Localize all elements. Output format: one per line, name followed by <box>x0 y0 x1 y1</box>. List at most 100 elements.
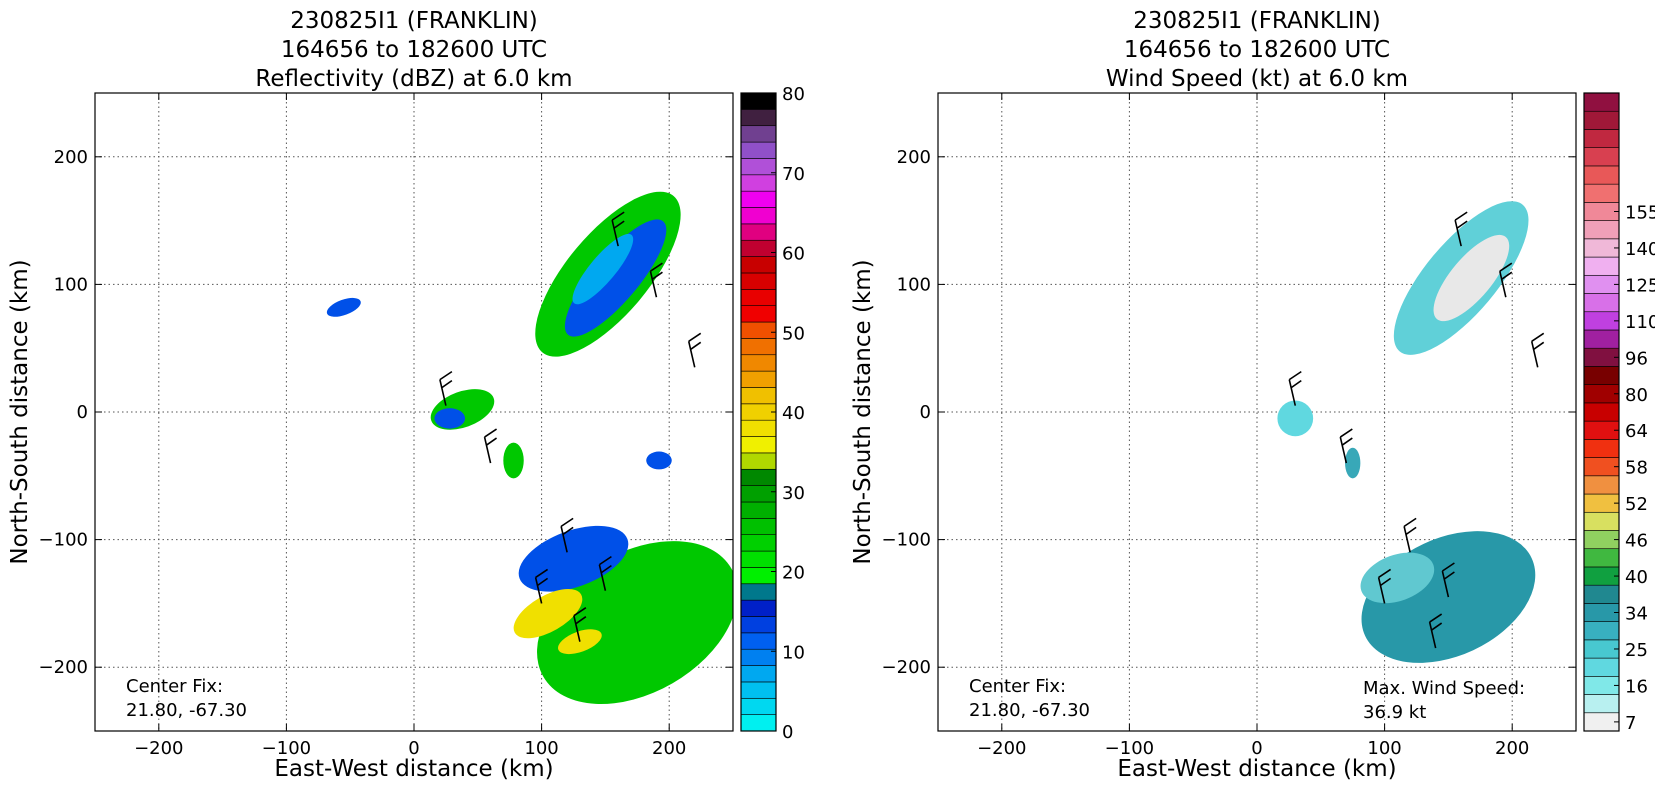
reflectivity-y-tick-label: 0 <box>77 402 88 423</box>
reflectivity-colorbar-tick-label: 0 <box>782 722 793 743</box>
wind-wind-barb-flag <box>1533 341 1545 350</box>
reflectivity-wind-barb-flag <box>439 370 453 381</box>
reflectivity-x-tick-label: 100 <box>524 738 558 759</box>
reflectivity-x-axis-label: East-West distance (km) <box>274 756 553 782</box>
wind-y-tick-label: −200 <box>882 657 931 678</box>
wind-colorbar-tick-label: 80 <box>1625 385 1648 406</box>
wind-colorbar-tick-label: 25 <box>1625 640 1648 661</box>
wind-colorbar-segment <box>1583 256 1620 276</box>
wind-colorbar: 7 16 25 34 40 46 52 58 64 80 96 110 125 140 155 <box>1583 92 1655 734</box>
reflectivity-wind-barb-flag <box>575 616 587 625</box>
wind-colorbar-segment <box>1583 220 1620 240</box>
reflectivity-colorbar-segment <box>740 714 777 732</box>
wind-wind-barb-flag <box>1456 220 1468 229</box>
reflectivity-colorbar: 0 10 20 30 40 50 60 70 80 <box>740 84 805 743</box>
wind-colorbar-segment <box>1583 530 1620 550</box>
reflectivity-colorbar-segment <box>740 518 777 535</box>
reflectivity-colorbar-segment <box>740 468 777 486</box>
reflectivity-x-tick-label: 0 <box>408 738 419 759</box>
reflectivity-colorbar-segment <box>740 534 777 552</box>
reflectivity-colorbar-segment <box>740 681 777 699</box>
wind-title-line-2: 164656 to 182600 UTC <box>1124 37 1390 63</box>
wind-colorbar-segment <box>1583 129 1620 148</box>
reflectivity-wind-barb-flag <box>441 379 453 389</box>
wind-x-tick-label: 100 <box>1367 738 1401 759</box>
wind-colorbar-segment <box>1583 566 1620 586</box>
reflectivity-echo-region <box>518 525 629 592</box>
wind-wind-barb-staff <box>1499 270 1507 298</box>
wind-colorbar-segment <box>1583 676 1620 695</box>
wind-wind-barb-flag <box>1454 211 1468 221</box>
reflectivity-x-ticks: −200 −100 0 100 200 <box>134 93 686 759</box>
wind-colorbar-tick-label: 52 <box>1625 494 1648 515</box>
wind-colorbar-segment <box>1583 238 1620 258</box>
reflectivity-wind-barb-staff <box>573 615 581 642</box>
wind-wind-barb-flag <box>1405 526 1417 536</box>
reflectivity-echo-region <box>564 219 667 337</box>
reflectivity-wind-barb-flag <box>486 437 498 446</box>
wind-colorbar-tick-label: 155 <box>1625 202 1655 223</box>
wind-wind-barb-flag <box>1499 262 1513 272</box>
reflectivity-colorbar-segment <box>740 174 777 192</box>
reflectivity-y-ticks: −200 −100 0 100 200 <box>39 147 733 678</box>
reflectivity-center-fix-value: 21.80, -67.30 <box>126 700 247 721</box>
reflectivity-wind-barb-staff <box>649 270 658 298</box>
wind-colorbar-segment <box>1583 366 1620 385</box>
reflectivity-colorbar-segment <box>740 501 777 519</box>
reflectivity-colorbar-segment <box>740 616 777 634</box>
reflectivity-title-line-3: Reflectivity (dBZ) at 6.0 km <box>255 66 572 92</box>
reflectivity-x-tick-label: 200 <box>652 738 686 759</box>
wind-title-line-1: 230825I1 (FRANKLIN) <box>1133 8 1381 34</box>
reflectivity-colorbar-segment <box>740 338 777 356</box>
wind-wind-barb-staff <box>1441 570 1450 598</box>
reflectivity-colorbar-segment <box>740 419 777 437</box>
reflectivity-colorbar-segment <box>740 354 777 372</box>
reflectivity-colorbar-segment <box>740 632 777 650</box>
reflectivity-title-line-2: 164656 to 182600 UTC <box>281 37 547 63</box>
wind-colorbar-tick-label: 40 <box>1625 567 1648 588</box>
reflectivity-colorbar-tick-label: 50 <box>782 323 805 344</box>
wind-colorbar-segment <box>1583 311 1620 331</box>
reflectivity-y-tick-label: −200 <box>39 657 88 678</box>
reflectivity-wind-barb-flag <box>611 211 625 221</box>
reflectivity-wind-barb-staff <box>598 564 607 591</box>
reflectivity-x-tick-label: −200 <box>134 738 183 759</box>
reflectivity-wind-barb-staff <box>534 577 543 604</box>
wind-colorbar-segment <box>1583 475 1620 495</box>
reflectivity-wind-barb-flag <box>613 220 625 229</box>
wind-wind-barb-staff <box>1530 341 1539 368</box>
reflectivity-echo-region <box>646 451 672 470</box>
wind-wind-barb-staff <box>1288 379 1297 406</box>
reflectivity-colorbar-tick-label: 30 <box>782 483 805 504</box>
reflectivity-colorbar-segment <box>740 697 777 715</box>
reflectivity-colorbar-segment <box>740 272 777 290</box>
wind-x-ticks: −200 −100 0 100 200 <box>977 93 1529 759</box>
wind-wind-barb-flag <box>1288 370 1302 381</box>
wind-colorbar-tick-label: 34 <box>1625 604 1648 625</box>
reflectivity-wind-barb-flag <box>537 577 549 587</box>
wind-colorbar-segment <box>1583 183 1620 203</box>
wind-colorbar-segment <box>1583 347 1620 367</box>
wind-wind-barb-flag <box>1501 271 1513 280</box>
reflectivity-colorbar-tick-label: 20 <box>782 563 805 584</box>
wind-center-fix-label: Center Fix: <box>969 676 1066 697</box>
wind-y-tick-label: 100 <box>897 274 931 295</box>
reflectivity-echo-region <box>434 408 466 429</box>
reflectivity-wind-barb-flag <box>535 568 549 579</box>
reflectivity-colorbar-segment <box>740 485 777 503</box>
wind-wind-barb-staff <box>1403 526 1411 553</box>
reflectivity-wind-barb-staff <box>483 436 492 464</box>
wind-wind-barb-flag <box>1290 379 1302 389</box>
reflectivity-y-tick-label: 200 <box>54 147 88 168</box>
wind-wind-barb-staff <box>1339 436 1348 464</box>
wind-echo-region <box>1345 447 1361 479</box>
wind-colorbar-tick-label: 96 <box>1625 348 1648 369</box>
wind-colorbar-segment <box>1583 329 1620 349</box>
reflectivity-echo-region <box>430 389 495 430</box>
wind-wind-barb-staff <box>1428 621 1437 649</box>
wind-colorbar-tick-label: 7 <box>1625 713 1636 734</box>
wind-colorbar-tick-label: 16 <box>1625 676 1648 697</box>
wind-wind-barb-staff <box>1377 577 1386 604</box>
wind-colorbar-segment <box>1583 293 1620 313</box>
